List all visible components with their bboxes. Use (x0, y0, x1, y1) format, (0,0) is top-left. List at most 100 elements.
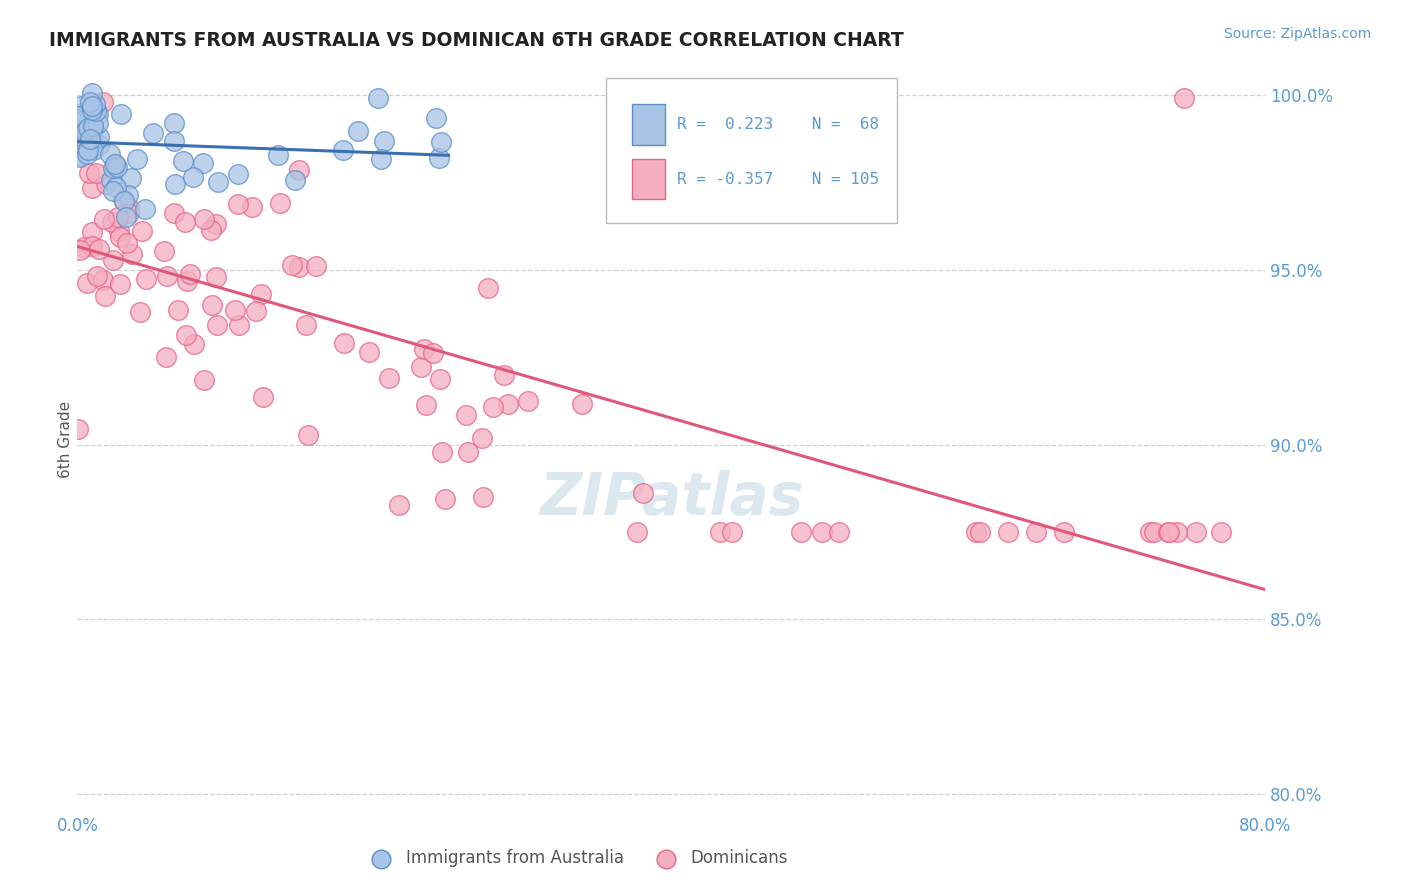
Point (66, 109, 89, 123)
Point (347, 124, 370, 138)
Point (112, 194, 135, 208)
Point (105, 180, 128, 194)
Point (228, 318, 250, 332)
Point (163, 206, 186, 220)
Text: R =  0.223    N =  68: R = 0.223 N = 68 (678, 118, 879, 133)
Point (79, 166, 101, 180)
Point (66, 112, 89, 127)
Point (181, 169, 204, 184)
Point (200, 222, 222, 236)
Point (111, 192, 134, 206)
Point (427, 151, 450, 165)
Point (425, 111, 447, 125)
Point (121, 247, 143, 261)
Point (103, 161, 125, 175)
Point (84, 166, 107, 180)
Point (76, 277, 98, 291)
Point (104, 157, 127, 171)
Point (517, 393, 540, 408)
Point (179, 267, 201, 281)
Point (378, 370, 401, 384)
Point (70, 122, 93, 136)
Point (98, 147, 121, 161)
Text: Source: ZipAtlas.com: Source: ZipAtlas.com (1223, 27, 1371, 41)
Point (91, 95, 114, 109)
Point (69, 150, 91, 164)
Point (70, 148, 93, 162)
Point (359, 344, 381, 359)
Point (134, 202, 156, 216)
Point (224, 303, 246, 318)
Point (281, 258, 304, 272)
Point (811, 524, 834, 539)
Point (82, 120, 104, 134)
Point (107, 210, 129, 224)
Point (110, 229, 132, 244)
Point (288, 162, 311, 177)
Point (69, 128, 91, 143)
Point (481, 401, 503, 415)
Point (333, 335, 356, 350)
Point (997, 524, 1019, 539)
Text: ZIPatlas: ZIPatlas (538, 470, 804, 527)
Point (201, 297, 224, 311)
Point (415, 398, 437, 412)
Point (498, 397, 520, 411)
Point (1139, 524, 1161, 539)
FancyBboxPatch shape (606, 78, 897, 223)
Point (297, 428, 319, 442)
Point (69, 243, 91, 257)
Point (429, 371, 451, 385)
Point (76, 143, 98, 157)
Point (93, 212, 115, 227)
Point (115, 210, 138, 224)
Point (79, 95, 101, 109)
Point (163, 116, 186, 130)
Point (430, 135, 453, 149)
Point (79, 132, 101, 146)
Point (156, 268, 179, 283)
Point (72, 111, 94, 125)
Point (454, 408, 477, 422)
Bar (633, 104, 665, 145)
Point (80, 86, 103, 100)
Point (77, 125, 100, 139)
Point (790, 524, 813, 539)
Point (80, 136, 103, 150)
Point (75, 125, 97, 139)
Point (422, 346, 444, 360)
Point (571, 397, 593, 411)
Point (1159, 524, 1181, 539)
Point (721, 524, 744, 539)
Point (166, 303, 188, 318)
Point (83, 120, 105, 135)
Point (87, 130, 110, 145)
Point (176, 274, 198, 288)
Point (1025, 524, 1047, 539)
Point (66, 422, 89, 436)
Point (135, 271, 157, 285)
Bar (633, 159, 665, 200)
Point (1173, 91, 1195, 105)
Point (80, 103, 103, 117)
Point (284, 173, 307, 187)
Point (128, 305, 150, 319)
Point (72, 139, 94, 153)
Point (205, 318, 228, 333)
Point (82, 143, 104, 157)
Point (412, 342, 434, 356)
Point (191, 156, 214, 170)
Point (332, 144, 354, 158)
Point (115, 236, 138, 251)
Point (87, 115, 110, 129)
Point (104, 157, 127, 171)
Point (373, 134, 395, 148)
Point (120, 171, 142, 186)
Point (205, 269, 228, 284)
Point (80, 181, 103, 195)
Text: IMMIGRANTS FROM AUSTRALIA VS DOMINICAN 6TH GRADE CORRELATION CHART: IMMIGRANTS FROM AUSTRALIA VS DOMINICAN 6… (49, 31, 904, 50)
Point (117, 201, 139, 215)
Point (472, 491, 495, 505)
Point (1185, 524, 1208, 539)
Point (1209, 524, 1232, 539)
